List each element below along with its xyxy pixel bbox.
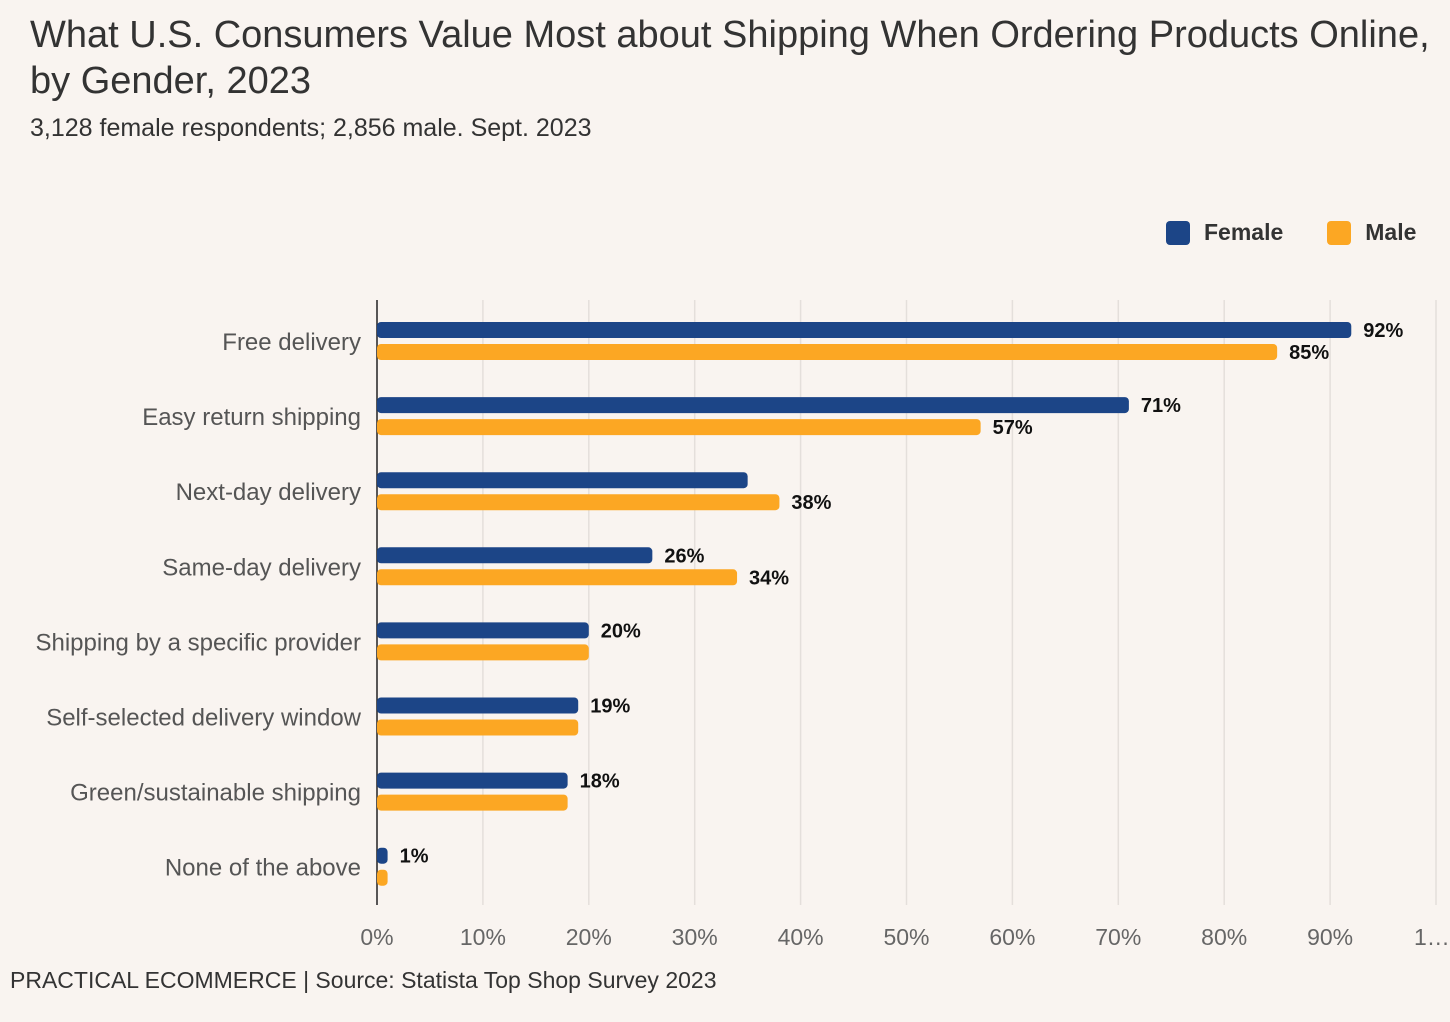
legend: Female Male (1166, 219, 1416, 246)
bar-male (377, 344, 1278, 360)
data-label-female: 26% (664, 545, 704, 567)
x-tick-label: 40% (778, 924, 824, 950)
data-label-female: 71% (1141, 395, 1181, 417)
data-label-male: 38% (791, 492, 831, 514)
bar-male (377, 419, 981, 436)
category-label: Free delivery (222, 329, 361, 356)
bar-female (377, 322, 1352, 338)
category-label: Same-day delivery (162, 554, 361, 581)
category-label: Easy return shipping (142, 404, 361, 431)
data-label-female: 1% (400, 846, 429, 868)
bar-male (377, 494, 780, 511)
bar-female (377, 847, 388, 864)
category-label: Next-day delivery (176, 479, 361, 506)
bar-female (377, 772, 568, 789)
bar-female (377, 697, 579, 714)
legend-swatch-female (1166, 220, 1190, 245)
x-tick-label: 80% (1201, 924, 1247, 950)
data-label-male: 57% (993, 417, 1033, 439)
category-label: Green/sustainable shipping (70, 780, 361, 807)
legend-item-female[interactable]: Female (1166, 219, 1283, 246)
data-label-female: 20% (601, 620, 641, 642)
chart-title: What U.S. Consumers Value Most about Shi… (30, 14, 1430, 102)
category-label: Self-selected delivery window (46, 705, 361, 732)
bar-female (377, 472, 748, 489)
legend-label-female: Female (1204, 219, 1284, 245)
x-tick-label: 1… (1414, 924, 1450, 950)
bar-male (377, 644, 589, 661)
bar-female (377, 622, 589, 639)
legend-item-male[interactable]: Male (1327, 219, 1416, 246)
x-tick-label: 90% (1307, 924, 1353, 950)
x-tick-label: 0% (360, 924, 393, 950)
data-label-female: 18% (580, 771, 620, 793)
bar-male (377, 569, 738, 586)
data-label-female: 19% (590, 696, 630, 718)
legend-swatch-male (1327, 220, 1352, 245)
category-label: None of the above (165, 855, 361, 882)
legend-label-male: Male (1365, 219, 1417, 245)
x-tick-label: 20% (566, 924, 612, 950)
bar-male (377, 719, 579, 736)
category-label: Shipping by a specific provider (35, 629, 361, 656)
data-label-male: 85% (1289, 342, 1329, 364)
source-footer: PRACTICAL ECOMMERCE | Source: Statista T… (10, 967, 717, 993)
x-tick-label: 10% (460, 924, 506, 950)
x-tick-label: 30% (672, 924, 718, 950)
data-label-female: 92% (1363, 320, 1403, 342)
bar-male (377, 794, 568, 811)
bar-male (377, 869, 388, 886)
x-tick-label: 60% (989, 924, 1035, 950)
x-tick-label: 50% (883, 924, 929, 950)
bar-female (377, 397, 1129, 414)
chart-subtitle: 3,128 female respondents; 2,856 male. Se… (30, 114, 592, 142)
bar-female (377, 547, 653, 564)
data-label-male: 34% (749, 567, 789, 589)
x-tick-label: 70% (1095, 924, 1141, 950)
